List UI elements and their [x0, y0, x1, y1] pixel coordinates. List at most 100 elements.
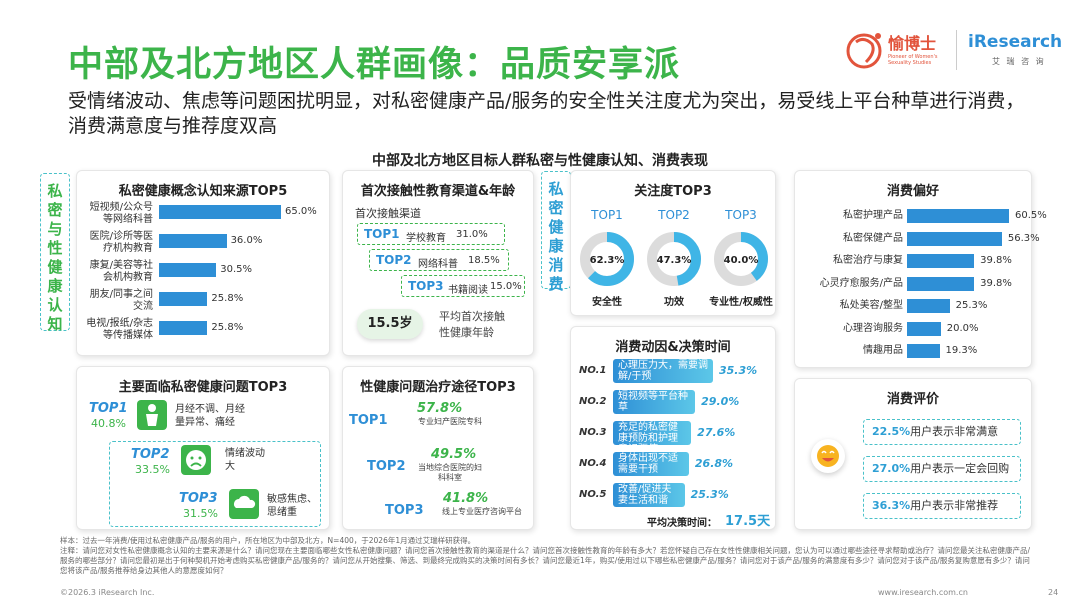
- motivation-no-5: NO.5: [579, 489, 607, 500]
- logo-divider: [956, 30, 957, 70]
- motivation-bar-3: 充足的私密健康预防和护理意识驱使: [613, 421, 692, 445]
- evaluation-item-3: 36.3%用户表示非常推荐: [863, 493, 1021, 519]
- education-rank-1: TOP1: [364, 227, 400, 241]
- awareness-bar-4: [159, 292, 208, 306]
- side-label-cognition: 私密与性健康认知: [40, 173, 70, 333]
- chart-title: 中部及北方地区目标人群私密与性健康认知、消费表现: [372, 153, 708, 169]
- problem-label-3: 敏感焦虑、思绪重: [267, 494, 317, 518]
- problems-title: 主要面临私密健康问题TOP3: [118, 380, 288, 395]
- preference-bar-7: [907, 344, 940, 358]
- brand-logo-text: 愉博士: [888, 34, 937, 53]
- side-label-consumption: 私密健康消费: [541, 171, 571, 293]
- worry-cloud-icon: [229, 489, 259, 519]
- iresearch-logo: iResearch 艾 瑞 咨 询: [962, 26, 1062, 74]
- awareness-value-3: 30.5%: [220, 264, 253, 275]
- problems-dashed-frame: [109, 441, 321, 527]
- awareness-value-4: 25.8%: [211, 293, 244, 304]
- attention-label-3: 专业性/权威性: [709, 295, 773, 308]
- brand-logo: 愉博士 Pioneer of Women's Sexuality Studies: [842, 26, 954, 74]
- preference-label-3: 私密治疗与康复: [833, 255, 903, 266]
- problem-value-1: 40.8%: [91, 417, 126, 430]
- awareness-value-2: 36.0%: [230, 235, 263, 246]
- awareness-bar-3: [159, 263, 217, 277]
- treatment-title: 性健康问题治疗途径TOP3: [360, 380, 516, 395]
- motivation-value-4: 26.8%: [694, 457, 734, 470]
- attention-value-2: 47.3%: [657, 255, 692, 266]
- problem-rank-2: TOP2: [131, 447, 170, 462]
- motivation-bar-4: 身体出现不适需要干预: [613, 452, 689, 476]
- preference-bar-1: [907, 209, 1009, 223]
- awareness-label-2: 医院/诊所等医疗机构教育: [89, 231, 153, 254]
- motivation-bar-2: 短视频等平台种草: [613, 390, 696, 414]
- preference-bar-3: [907, 254, 975, 268]
- education-title: 首次接触性教育渠道&年龄: [360, 184, 516, 199]
- evaluation-pct-1: 22.5%: [872, 425, 911, 438]
- side-label-consumption-text: 私密健康消费: [548, 180, 564, 293]
- evaluation-pct-3: 36.3%: [872, 499, 911, 512]
- preference-label-4: 心灵疗愈服务/产品: [819, 277, 903, 289]
- preference-value-1: 60.5%: [1015, 210, 1047, 221]
- iresearch-logo-text: iResearch: [968, 32, 1063, 52]
- pain-figure-icon: [137, 400, 167, 430]
- treatment-label-1: 专业妇产医院专科: [418, 417, 482, 426]
- preference-bar-6: [907, 321, 941, 336]
- preference-label-6: 心理咨询服务: [843, 322, 903, 334]
- attention-donut-arc-2: [647, 232, 701, 286]
- treatment-card: 性健康问题治疗途径TOP3 TOP1 57.8% 专业妇产医院专科 TOP2 49.5%…: [342, 366, 534, 530]
- education-rank-2: TOP2: [376, 253, 412, 267]
- treatment-label-2: 当地综合医院的妇科科室: [418, 463, 482, 482]
- preference-title: 消费偏好: [886, 184, 939, 199]
- education-card: 首次接触性教育渠道&年龄 首次接触渠道 TOP1 学校教育 31.0% TOP2…: [342, 170, 534, 356]
- motivation-value-2: 29.0%: [701, 395, 740, 408]
- attention-value-1: 62.3%: [590, 255, 625, 266]
- attention-label-1: 安全性: [592, 295, 622, 308]
- notes: 样本：过去一年消费/使用过私密健康产品/服务的用户，所在地区为中部及北方，N=4…: [60, 536, 1035, 576]
- preference-value-7: 19.3%: [945, 345, 978, 356]
- awareness-value-1: 65.0%: [285, 206, 317, 217]
- problem-label-1: 月经不调、月经量异常、痛经: [175, 404, 245, 428]
- attention-donut-arc-3: [714, 232, 768, 286]
- notes-remark: 注释：请问您对女性私密健康概念认知的主要来源是什么？请问您现在主要面临哪些女性私…: [60, 546, 1031, 575]
- attention-label-2: 功效: [664, 295, 685, 308]
- motivation-bar-5: 改善/促进夫妻生活和谐: [613, 483, 685, 507]
- preference-value-6: 20.0%: [946, 322, 979, 334]
- evaluation-pct-2: 27.0%: [872, 462, 911, 475]
- education-item-2: TOP2 网络科普 18.5%: [369, 249, 509, 271]
- education-label-3: 书籍阅读: [448, 285, 488, 296]
- education-value-3: 15.0%: [490, 281, 522, 292]
- treatment-value-3: 41.8%: [443, 491, 489, 506]
- evaluation-title: 消费评价: [886, 392, 939, 407]
- problem-value-2: 33.5%: [135, 463, 170, 476]
- motivation-value-1: 35.3%: [719, 364, 758, 377]
- brand-logo-icon: [846, 33, 882, 69]
- treatment-value-2: 49.5%: [431, 447, 477, 462]
- problem-rank-1: TOP1: [89, 401, 128, 416]
- preference-value-4: 39.8%: [980, 277, 1012, 289]
- page-subtitle: 受情绪波动、焦虑等问题困扰明显，对私密健康产品/服务的安全性关注度尤为突出，易受…: [68, 90, 1025, 137]
- decision-time-value: 17.5天: [725, 514, 771, 529]
- treatment-rank-1: TOP1: [349, 413, 388, 428]
- motivation-value-3: 27.6%: [697, 426, 736, 439]
- footer-copyright: ©2026.3 iResearch Inc.: [60, 588, 155, 597]
- treatment-value-1: 57.8%: [417, 401, 463, 416]
- evaluation-card: 消费评价 22.5%用户表示非常满意 27.0%用户表示一定会回购 36.3%用…: [794, 378, 1032, 530]
- attention-rank-1: TOP1: [590, 208, 623, 222]
- awareness-bar-1: [159, 205, 281, 219]
- motivation-no-4: NO.4: [579, 458, 607, 469]
- education-age-label: 平均首次接触性健康年龄: [439, 310, 505, 339]
- education-age-badge: 15.5岁: [357, 309, 423, 339]
- page-number: 24: [1048, 588, 1059, 597]
- awareness-label-4: 朋友/同事之间交流: [89, 289, 153, 312]
- preference-card: 消费偏好 私密护理产品 60.5% 私密保健产品 56.3% 私密治疗与康复 39.8% 心…: [794, 170, 1047, 368]
- preference-label-2: 私密保健产品: [843, 232, 903, 244]
- footer-website: www.iresearch.com.cn: [878, 588, 968, 597]
- attention-rank-2: TOP2: [657, 208, 690, 222]
- education-item-3: TOP3 书籍阅读 15.0%: [401, 275, 525, 297]
- motivation-card: 消费动因&决策时间 平均决策时间： 17.5天 NO.1 心理压力大，需要调解/于…: [570, 326, 776, 530]
- education-label-1: 学校教育: [406, 233, 446, 244]
- page-title: 中部及北方地区人群画像：品质安享派: [68, 45, 681, 85]
- motivation-bar-1: 心理压力大，需要调解/于预: [613, 359, 713, 383]
- education-value-1: 31.0%: [456, 229, 488, 240]
- preference-bar-2: [907, 231, 1002, 246]
- education-item-1: TOP1 学校教育 31.0%: [357, 223, 505, 245]
